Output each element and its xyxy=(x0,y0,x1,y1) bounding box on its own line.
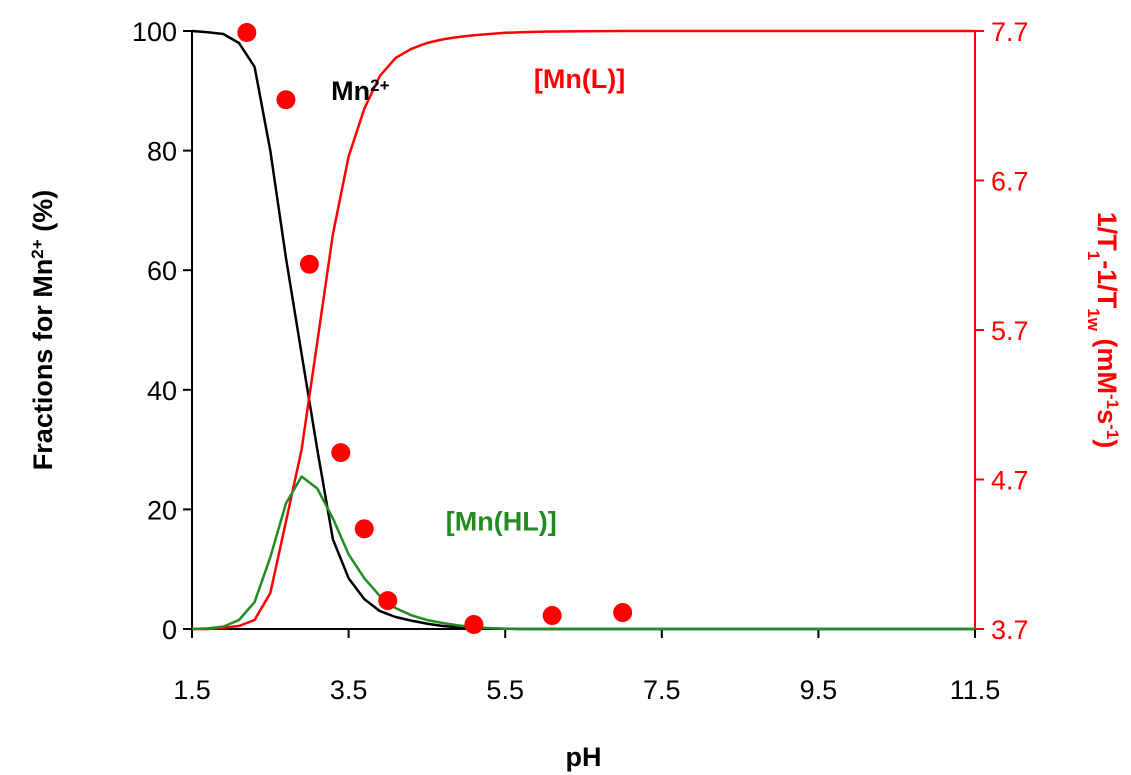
y-left-tick-label: 100 xyxy=(132,17,177,47)
series-line-2 xyxy=(191,475,975,631)
series-label-mnl: [Mn(L)] xyxy=(534,64,625,94)
y-right-tick-label: 6.7 xyxy=(991,167,1029,197)
x-tick-label: 1.5 xyxy=(173,675,211,705)
series-line-1 xyxy=(192,29,975,631)
series-label-mnhl: [Mn(HL)] xyxy=(446,506,557,536)
y-left-tick-label: 0 xyxy=(162,615,177,645)
y-right-tick-label: 5.7 xyxy=(991,316,1029,346)
relaxivity-point xyxy=(299,254,319,274)
x-tick-label: 9.5 xyxy=(800,675,838,705)
relaxivity-point xyxy=(464,615,484,635)
labels: pH Fractions for Mn2+ (%) 1/T1-1/T1w (mM-1… xyxy=(28,64,1123,772)
y-left-tick-label: 80 xyxy=(147,137,177,167)
relaxivity-points xyxy=(237,22,633,635)
x-tick-label: 7.5 xyxy=(643,675,681,705)
relaxivity-point xyxy=(276,90,296,110)
relaxivity-point xyxy=(542,606,562,626)
y-left-tick-label: 60 xyxy=(147,256,177,286)
y-right-tick-label: 4.7 xyxy=(991,466,1029,496)
x-axis-title: pH xyxy=(566,742,602,772)
axes: 1.5 3.5 5.5 7.5 9.5 11.5 0 20 40 60 80 100 3.7 4.7 5.7… xyxy=(132,17,1029,705)
x-tick-label: 3.5 xyxy=(330,675,368,705)
x-tick-label: 11.5 xyxy=(950,675,1001,705)
y-right-tick-label: 3.7 xyxy=(991,615,1029,645)
relaxivity-point xyxy=(613,603,633,623)
y-left-axis-title: Fractions for Mn2+ (%) xyxy=(28,190,59,470)
relaxivity-point xyxy=(354,519,374,539)
relaxivity-point xyxy=(378,591,398,611)
relaxivity-point xyxy=(237,22,257,42)
relaxivity-point xyxy=(331,443,351,463)
y-left-tick-label: 20 xyxy=(147,495,177,525)
series-lines xyxy=(191,29,975,631)
y-left-tick-label: 40 xyxy=(147,376,177,406)
series-line-0 xyxy=(191,29,975,631)
series-label-mn: Mn2+ xyxy=(331,75,389,106)
y-right-tick-label: 7.7 xyxy=(991,17,1029,47)
x-tick-label: 5.5 xyxy=(486,675,524,705)
y-right-axis-title: 1/T1-1/T1w (mM-1s-1) xyxy=(1085,212,1123,448)
